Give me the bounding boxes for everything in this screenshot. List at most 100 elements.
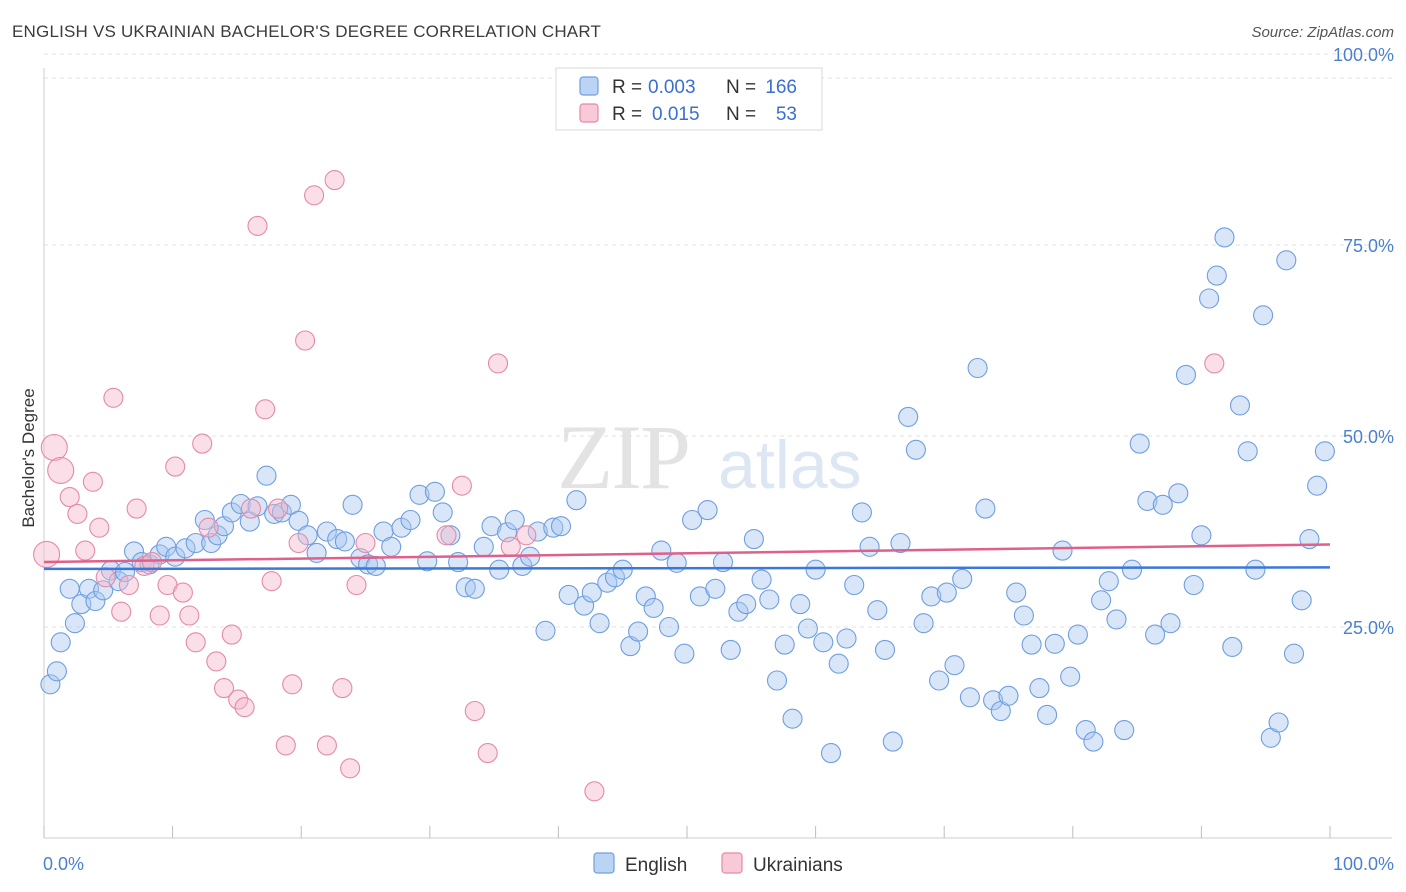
points-layer	[33, 170, 1335, 802]
english-point	[409, 484, 430, 505]
english-point	[1237, 441, 1258, 462]
legend-swatch-ukrainians	[721, 852, 743, 874]
english-point	[898, 406, 919, 427]
english-point	[1106, 609, 1127, 630]
english-point	[1044, 633, 1065, 654]
english-point	[175, 538, 196, 559]
english-point	[813, 632, 834, 653]
english-point	[658, 616, 680, 638]
bottom-legend: English Ukrainians	[593, 852, 843, 876]
ukrainians-point	[288, 532, 309, 554]
english-point	[256, 465, 277, 486]
ukrainians-point	[89, 517, 110, 538]
stats-legend-swatch-ukrainians	[579, 103, 599, 123]
ukrainians-point	[1204, 353, 1225, 374]
ukrainians-point	[192, 433, 213, 454]
stats-legend-n-value-english: 166	[765, 77, 797, 98]
y-tick-label-25: 25.0%	[1343, 618, 1394, 638]
english-point	[944, 655, 965, 676]
english-point	[921, 586, 942, 607]
english-point	[558, 584, 579, 605]
stats-legend-box	[555, 67, 823, 131]
ukrainians-point	[255, 399, 276, 420]
english-point	[114, 561, 136, 583]
legend-label-ukrainians: Ukrainians	[753, 855, 843, 876]
english-point	[859, 536, 880, 557]
english-point	[464, 578, 485, 599]
english-point	[651, 540, 672, 561]
ukrainians-point	[103, 387, 124, 408]
english-point	[550, 516, 572, 537]
english-point	[751, 569, 772, 590]
english-point	[874, 639, 896, 660]
ukrainians-point	[355, 532, 376, 554]
ukrainians-point	[516, 525, 537, 546]
ukrainians-point	[172, 582, 193, 603]
ukrainians-trend-line	[43, 543, 1331, 564]
english-point	[790, 594, 811, 615]
stats-legend-r-label-english: R =	[612, 77, 642, 98]
english-point	[1222, 636, 1243, 657]
english-point	[1121, 559, 1143, 580]
english-point	[1021, 634, 1042, 655]
english-point	[365, 555, 386, 576]
ukrainians-point	[282, 674, 303, 695]
english-point	[1114, 720, 1135, 741]
english-point	[473, 536, 494, 557]
english-point	[1067, 624, 1088, 645]
ukrainians-point	[206, 651, 227, 672]
english-point	[1291, 590, 1312, 611]
y-tick-label-75: 75.0%	[1343, 236, 1394, 256]
english-point	[844, 574, 865, 596]
english-point	[1283, 643, 1305, 664]
english-point	[705, 578, 726, 599]
ukrainians-point	[247, 215, 268, 236]
ukrainians-point	[40, 433, 68, 462]
english-point	[728, 601, 749, 622]
ukrainians-point	[149, 605, 170, 626]
english-point	[774, 634, 795, 655]
english-point	[64, 613, 85, 634]
english-point	[1013, 605, 1034, 626]
english-point	[1152, 494, 1173, 515]
english-point	[1199, 288, 1220, 309]
ukrainians-point	[304, 185, 325, 206]
stats-legend-r-label-ukrainians: R =	[612, 104, 642, 125]
grid-layer	[44, 53, 1392, 628]
ukrainians-point	[500, 536, 521, 557]
english-point	[959, 687, 980, 708]
english-point	[280, 494, 301, 515]
english-point	[1098, 571, 1119, 592]
english-point	[381, 536, 402, 557]
english-point	[1214, 227, 1235, 248]
english-point	[93, 580, 114, 601]
stats-legend-n-label-english: N =	[726, 77, 756, 98]
legend-swatch-english	[593, 852, 615, 874]
english-point	[527, 521, 548, 542]
ukrainians-point	[584, 781, 605, 802]
stats-legend-r-value-ukrainians: 0.015	[652, 104, 700, 125]
ukrainians-point	[82, 471, 103, 492]
english-point	[543, 517, 564, 538]
ukrainians-point	[47, 456, 75, 484]
ukrainians-point	[59, 487, 80, 508]
english-point	[1052, 540, 1073, 561]
english-point	[828, 653, 849, 674]
english-point	[1253, 305, 1274, 326]
english-point	[1006, 582, 1027, 603]
ukrainians-point	[213, 678, 235, 699]
y-tick-label-50: 50.0%	[1343, 427, 1394, 447]
ukrainians-point	[268, 498, 289, 519]
ukrainians-point	[261, 571, 282, 592]
english-point	[952, 568, 973, 589]
english-point	[1145, 624, 1166, 645]
ukrainians-point	[95, 567, 116, 588]
english-point	[342, 494, 363, 515]
ukrainians-point	[198, 517, 219, 538]
english-point	[46, 661, 67, 682]
english-point	[612, 559, 633, 580]
english-point	[929, 670, 950, 691]
english-trend-line	[43, 566, 1331, 571]
english-point	[736, 594, 757, 615]
ukrainians-point	[111, 601, 132, 622]
